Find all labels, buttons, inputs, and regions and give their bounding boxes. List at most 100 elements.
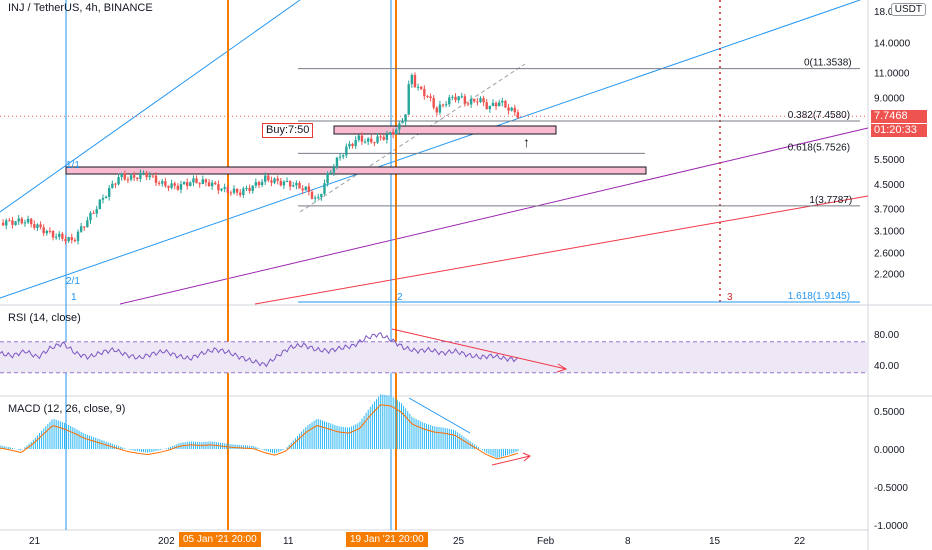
candle-body xyxy=(148,175,151,178)
candle-body xyxy=(326,173,329,184)
candle-body xyxy=(73,240,77,242)
candle-body xyxy=(345,146,348,156)
price-tick-label: 3.7000 xyxy=(874,204,905,215)
candle-body xyxy=(58,233,61,237)
candle-body xyxy=(460,96,463,98)
fib-level-label: 1(3.7787) xyxy=(809,195,852,206)
candle-body xyxy=(201,179,204,185)
candle-body xyxy=(354,139,357,146)
candle-body xyxy=(217,184,220,191)
arrow-head-icon xyxy=(522,452,531,462)
candle-body xyxy=(426,96,429,98)
candle-body xyxy=(304,186,307,191)
candle-body xyxy=(310,191,314,199)
candle-body xyxy=(516,112,520,118)
candle-body xyxy=(285,181,289,183)
candle-body xyxy=(36,224,39,228)
candle-body xyxy=(83,226,86,228)
candle-body xyxy=(395,129,398,135)
candle-body xyxy=(357,135,360,140)
cycle-label: 2/1 xyxy=(66,276,80,287)
buy-annotation[interactable]: Buy:7:50 xyxy=(262,123,314,138)
candle-body xyxy=(170,183,173,188)
candle-body xyxy=(441,104,445,106)
time-tick-label: 22 xyxy=(794,536,806,547)
fib-level-label: 0(11.3538) xyxy=(804,58,852,69)
candle-body xyxy=(132,175,136,178)
candle-body xyxy=(189,182,192,186)
chart-title: INJ / TetherUS, 4h, BINANCE xyxy=(8,2,153,14)
candle-body xyxy=(23,222,27,224)
candle-body xyxy=(485,102,488,110)
price-tick-label: 2.6000 xyxy=(874,248,905,259)
candle-body xyxy=(376,136,379,143)
currency-badge[interactable]: USDT xyxy=(890,3,926,16)
candle-body xyxy=(513,107,516,113)
candle-body xyxy=(288,181,292,187)
macd-divergence-line xyxy=(491,455,531,466)
fib-level-label: 1.618(1.9145) xyxy=(788,291,850,302)
candle-body xyxy=(245,187,248,189)
rsi-tick-label: 80.00 xyxy=(874,330,899,341)
candle-body xyxy=(407,84,410,115)
candle-body xyxy=(210,182,214,187)
fib-level-label: 0.618(5.7526) xyxy=(788,142,850,153)
candle-body xyxy=(229,192,233,194)
red-trend-line xyxy=(254,195,869,305)
candle-body xyxy=(491,102,495,107)
candle-body xyxy=(70,237,73,241)
cycle-label: 1 xyxy=(71,292,77,303)
candle-body xyxy=(498,102,501,107)
macd-tick-label: 0.0000 xyxy=(874,445,905,456)
candle-body xyxy=(313,197,317,199)
candle-body xyxy=(154,175,158,183)
candle-body xyxy=(145,172,148,178)
time-tick-label: Feb xyxy=(537,536,555,547)
candle-body xyxy=(254,182,258,186)
fib-level-label: 0.382(7.4580) xyxy=(788,110,850,121)
candle-body xyxy=(232,188,236,193)
candle-body xyxy=(444,104,448,106)
candle-body xyxy=(108,187,111,197)
cycle-label: 3 xyxy=(727,292,733,303)
candle-body xyxy=(385,134,389,140)
candle-body xyxy=(404,114,407,122)
candle-body xyxy=(448,97,451,105)
candle-body xyxy=(126,179,130,181)
candle-body xyxy=(235,188,239,193)
candle-body xyxy=(295,182,298,186)
time-tick-label: 8 xyxy=(625,536,631,547)
candle-body xyxy=(257,182,261,186)
candle-body xyxy=(276,178,279,181)
candle-body xyxy=(207,182,211,187)
candle-body xyxy=(67,237,70,242)
candle-body xyxy=(479,98,482,103)
candle-body xyxy=(111,183,114,188)
rsi-line xyxy=(0,332,519,368)
candle-body xyxy=(454,96,457,101)
candle-body xyxy=(410,74,414,85)
candle-body xyxy=(388,132,392,135)
candle-body xyxy=(129,175,133,180)
time-tick-label: 11 xyxy=(283,536,294,547)
channel-line-upper xyxy=(0,0,301,213)
macd-trend-line xyxy=(408,397,471,434)
cycle-label: 2 xyxy=(397,292,403,303)
macd-tick-label: -1.0000 xyxy=(874,521,908,532)
candle-body xyxy=(391,132,395,135)
candle-body xyxy=(123,173,126,180)
candle-body xyxy=(48,230,52,232)
candle-body xyxy=(14,221,17,225)
candle-body xyxy=(142,172,145,174)
candle-body xyxy=(101,198,105,200)
candle-body xyxy=(220,188,223,191)
cycle-label: 1/1 xyxy=(66,160,80,171)
candle-body xyxy=(248,187,251,191)
macd-signal-line xyxy=(0,404,519,460)
price-tick-label: 5.5000 xyxy=(874,155,905,166)
candle-body xyxy=(501,100,504,103)
candle-body xyxy=(348,143,351,147)
candle-body xyxy=(161,181,164,184)
candle-body xyxy=(54,236,58,238)
